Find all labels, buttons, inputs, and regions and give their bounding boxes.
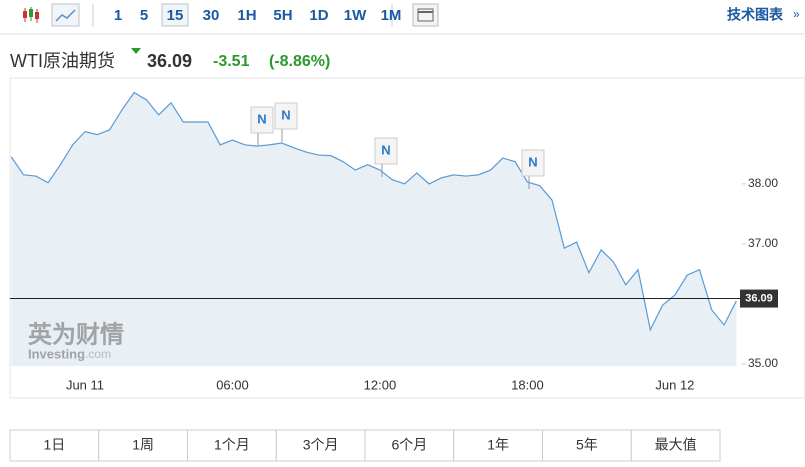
interval-button[interactable]: 5H — [273, 7, 292, 24]
change-percent: (-8.86%) — [269, 53, 330, 70]
icon — [417, 8, 434, 22]
news-marker: N — [381, 142, 390, 157]
price-line — [10, 91, 737, 332]
icon — [35, 12, 39, 19]
chart-type-line[interactable] — [51, 3, 80, 27]
calendar-button[interactable] — [412, 3, 439, 27]
interval-button[interactable]: 1H — [237, 7, 256, 24]
interval-button[interactable]: 15 — [167, 7, 184, 24]
icon — [23, 11, 27, 18]
range-cell[interactable] — [453, 429, 543, 462]
watermark: .com — [85, 347, 111, 361]
watermark: 英为财情 — [28, 321, 124, 348]
current-price-label: 36.09 — [745, 292, 773, 304]
y-tick-label: 37.00 — [748, 236, 778, 250]
range-cell[interactable] — [187, 429, 277, 462]
news-flag[interactable] — [250, 106, 274, 134]
range-button[interactable]: 6个月 — [391, 437, 427, 453]
link-arrow: » — [793, 7, 800, 21]
range-cell[interactable] — [98, 429, 188, 462]
tick-icon — [131, 48, 141, 54]
current-price-box — [740, 289, 778, 308]
news-marker: N — [528, 154, 537, 169]
icon — [55, 9, 76, 22]
instrument-name: WTI原油期货 — [10, 51, 115, 71]
x-tick-label: 06:00 — [216, 377, 249, 392]
interval-button[interactable]: 30 — [203, 7, 220, 24]
price: 36.09 — [147, 51, 192, 71]
y-tick-label: 38.00 — [748, 176, 778, 190]
change: -3.51 — [213, 53, 250, 70]
range-cell[interactable] — [630, 429, 721, 462]
news-flag[interactable] — [374, 137, 398, 165]
watermark: Investing — [28, 346, 85, 361]
interval-button[interactable]: 1D — [309, 7, 328, 24]
chart-type-candles[interactable] — [20, 6, 44, 26]
x-tick-label: 18:00 — [511, 377, 544, 392]
news-marker: N — [281, 107, 290, 122]
range-cell[interactable] — [542, 429, 632, 462]
news-marker: N — [257, 111, 266, 126]
interval-selected — [161, 3, 189, 27]
range-button[interactable]: 3个月 — [303, 437, 339, 453]
icon — [29, 9, 33, 17]
area — [11, 92, 737, 366]
news-flag[interactable] — [521, 149, 545, 177]
range-button[interactable]: 5年 — [576, 437, 598, 453]
range-cell[interactable] — [364, 429, 455, 462]
range-button[interactable]: 最大值 — [655, 437, 697, 453]
tech-chart-link[interactable]: 技术图表 — [727, 7, 784, 23]
range-button[interactable]: 1日 — [43, 437, 65, 453]
news-flag[interactable] — [274, 102, 298, 130]
icon-bg — [51, 3, 80, 27]
interval-button[interactable]: 1W — [344, 7, 367, 24]
icon-bg — [412, 3, 439, 27]
interval-button[interactable]: 1 — [114, 7, 122, 24]
interval-button[interactable]: 5 — [140, 7, 148, 24]
range-button[interactable]: 1个月 — [214, 437, 250, 453]
range-button[interactable]: 1年 — [487, 437, 509, 453]
x-tick-label: Jun 12 — [655, 377, 694, 392]
range-cell[interactable] — [9, 429, 100, 462]
x-tick-label: Jun 11 — [66, 377, 104, 392]
interval-button[interactable]: 1M — [381, 7, 402, 24]
x-tick-label: 12:00 — [364, 377, 397, 392]
range-cell[interactable] — [275, 429, 366, 462]
range-button[interactable]: 1周 — [132, 437, 154, 453]
y-tick-label: 35.00 — [748, 356, 778, 370]
